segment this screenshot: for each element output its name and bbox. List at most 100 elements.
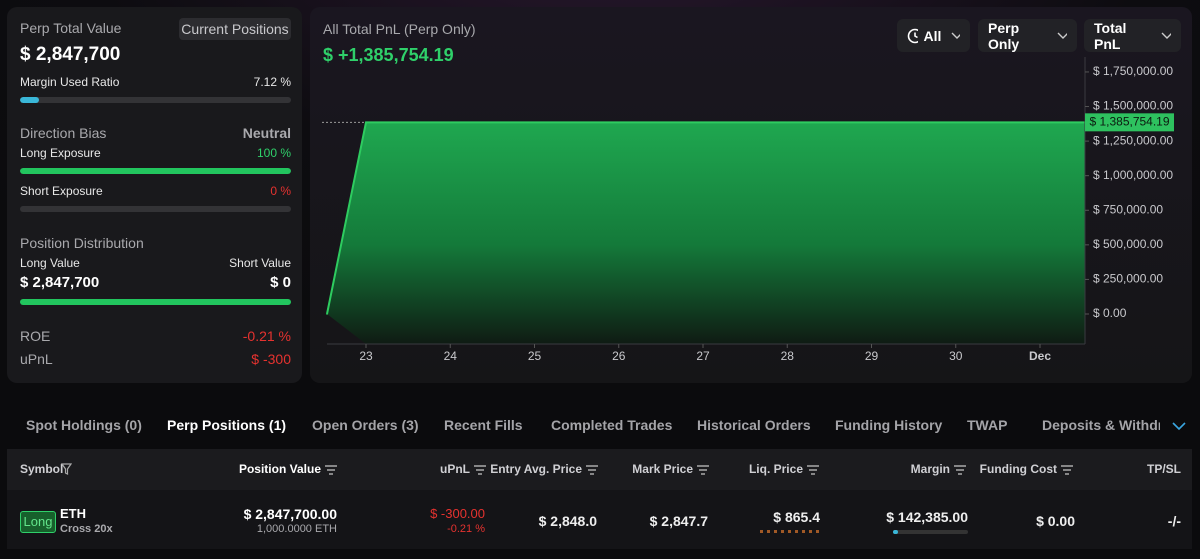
label: Long Exposure xyxy=(20,146,101,160)
column-header[interactable]: Margin xyxy=(910,462,950,476)
x-tick-label: 30 xyxy=(949,349,963,363)
chart: Hyperbot$ 0.00$ 250,000.00$ 500,000.00$ … xyxy=(322,57,1174,363)
metric-dropdown[interactable]: Total PnL xyxy=(1084,19,1181,52)
roe: -0.21 % xyxy=(242,328,291,344)
side-badge: Long xyxy=(20,511,56,533)
bias: Neutral xyxy=(242,125,291,141)
sort-icon[interactable] xyxy=(474,465,486,475)
data-point xyxy=(786,121,789,124)
pnl-area xyxy=(327,122,1085,345)
y-tick-label: $ 1,750,000.00 xyxy=(1093,64,1173,78)
entry-price: $ 2,848.0 xyxy=(538,513,597,529)
y-tick-label: $ 250,000.00 xyxy=(1093,272,1163,286)
current-positions-button[interactable]: Current Positions xyxy=(179,18,291,40)
data-point xyxy=(449,121,452,124)
y-tick-label: $ 0.00 xyxy=(1093,306,1127,320)
column-header[interactable]: TP/SL xyxy=(1146,462,1181,476)
current-value-badge xyxy=(1085,113,1174,132)
label: Margin Used Ratio xyxy=(20,75,120,89)
short-exposure: 0 % xyxy=(270,184,291,198)
tab[interactable]: Perp Positions (1) xyxy=(167,417,287,433)
column-header[interactable]: Liq. Price xyxy=(748,462,803,476)
margin-ratio: 7.12 % xyxy=(253,75,291,89)
label: Short Value xyxy=(229,256,291,270)
progress-track xyxy=(20,97,291,103)
progress-track xyxy=(20,168,291,174)
data-point xyxy=(954,121,957,124)
tab[interactable]: Deposits & Withdraw xyxy=(1042,417,1160,433)
margin-mode: Cross 20x xyxy=(60,523,113,535)
column-header[interactable]: Funding Cost xyxy=(979,462,1057,476)
data-point xyxy=(702,121,704,124)
sort-icon[interactable] xyxy=(325,465,337,475)
column-header[interactable]: Position Value xyxy=(238,462,321,476)
x-tick-label: 24 xyxy=(444,349,458,363)
label: Direction Bias xyxy=(20,125,107,141)
sort-icon[interactable] xyxy=(697,465,709,475)
x-tick-label: 29 xyxy=(865,349,879,363)
x-tick-label: 23 xyxy=(359,349,373,363)
tpsl: -/- xyxy=(1167,513,1181,529)
y-tick-label: $ 1,000,000.00 xyxy=(1093,168,1173,182)
sort-icon[interactable] xyxy=(1061,465,1073,475)
coin: ETH xyxy=(60,506,86,521)
scope-dropdown[interactable]: Perp Only xyxy=(978,19,1077,52)
margin: $ 142,385.00 xyxy=(886,509,968,525)
tab[interactable]: Spot Holdings (0) xyxy=(26,417,142,433)
distribution-bar xyxy=(20,299,291,305)
dropdown-label: Total PnL xyxy=(1094,19,1127,52)
dropdown-label: Perp Only xyxy=(988,19,1020,52)
data-point xyxy=(365,121,367,124)
liq-indicator xyxy=(760,530,820,533)
time-dropdown[interactable]: All xyxy=(897,19,970,52)
long-exposure: 100 % xyxy=(256,146,291,160)
label: Long Value xyxy=(20,256,80,270)
column-header[interactable]: uPnL xyxy=(440,462,470,476)
dropdown-label: All xyxy=(923,27,942,44)
data-point xyxy=(1039,121,1041,124)
upnl: $ -300 xyxy=(251,351,291,367)
tab[interactable]: Funding History xyxy=(835,417,943,433)
x-tick-label: Dec xyxy=(1029,349,1051,363)
tab[interactable]: TWAP xyxy=(967,417,1008,433)
total-value: $ 2,847,700 xyxy=(20,44,121,65)
tab[interactable]: Completed Trades xyxy=(551,417,673,433)
x-tick-label: 26 xyxy=(612,349,626,363)
progress-track xyxy=(20,206,291,212)
sort-icon[interactable] xyxy=(807,465,819,475)
filter-icon[interactable] xyxy=(61,463,72,475)
column-header[interactable]: Symbol xyxy=(20,462,64,476)
tab[interactable]: Historical Orders xyxy=(697,417,811,433)
chevron xyxy=(1057,32,1067,39)
data-point xyxy=(617,121,620,124)
y-tick-label: $ 750,000.00 xyxy=(1093,202,1163,216)
clock-icon xyxy=(907,28,919,43)
chart-title: All Total PnL (Perp Only) xyxy=(323,21,476,37)
funding-cost: $ 0.00 xyxy=(1036,513,1075,529)
sort-icon[interactable] xyxy=(586,465,598,475)
summary-card xyxy=(7,7,302,383)
chevron xyxy=(951,32,960,39)
label: Short Exposure xyxy=(20,184,103,198)
margin-indicator xyxy=(893,530,968,534)
x-tick-label: 25 xyxy=(528,349,542,363)
y-tick-label: $ 1,250,000.00 xyxy=(1093,133,1173,147)
table-row xyxy=(7,490,1192,549)
tab[interactable]: Recent Fills xyxy=(444,417,523,433)
tab[interactable]: Open Orders (3) xyxy=(312,417,419,433)
tabs-expand[interactable] xyxy=(1172,422,1186,431)
column-header[interactable]: Entry Avg. Price xyxy=(490,462,582,476)
label: uPnL xyxy=(20,351,53,367)
chevron xyxy=(1161,32,1171,39)
long-value: $ 2,847,700 xyxy=(20,274,100,291)
column-header[interactable]: Mark Price xyxy=(632,462,693,476)
upnl: $ -300.00 xyxy=(430,506,485,521)
data-point xyxy=(326,313,328,315)
upnl-pct: -0.21 % xyxy=(447,523,485,535)
margin-bar xyxy=(20,97,40,103)
table-header xyxy=(7,449,1192,490)
liq-price: $ 865.4 xyxy=(773,509,820,525)
sort-icon[interactable] xyxy=(954,465,966,475)
data-point xyxy=(533,121,536,124)
